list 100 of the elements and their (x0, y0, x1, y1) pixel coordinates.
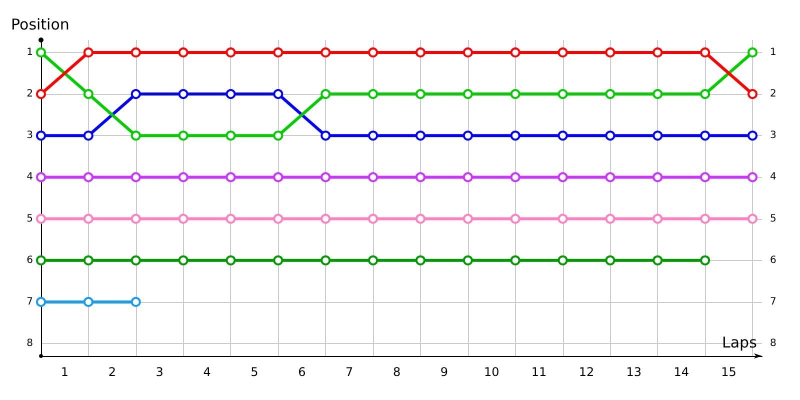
y2-tick-label: 1 (770, 46, 776, 58)
point (700, 214, 710, 224)
point (83, 172, 94, 182)
point (178, 172, 188, 182)
point (320, 47, 331, 58)
point (748, 47, 758, 58)
point (130, 255, 141, 266)
point (558, 130, 568, 141)
point (462, 214, 473, 224)
point (652, 255, 663, 266)
x-tick-label: 7 (346, 365, 354, 379)
point (510, 89, 520, 100)
point (558, 89, 568, 100)
point (36, 89, 46, 100)
point (273, 255, 284, 266)
point (320, 255, 331, 266)
point (178, 130, 188, 141)
x-tick-label: 11 (531, 365, 547, 379)
x-tick-label: 13 (626, 365, 642, 379)
point (83, 130, 94, 141)
point (748, 172, 758, 182)
y2-tick-label: 4 (770, 172, 776, 183)
point (130, 89, 141, 100)
x-tick-label: 4 (203, 365, 211, 379)
x-tick-label: 2 (108, 365, 116, 379)
point (700, 47, 710, 58)
y-axis-title: Position (11, 16, 70, 34)
y-tick-label: 8 (26, 338, 33, 350)
point (36, 172, 46, 182)
point (748, 89, 758, 100)
point (652, 47, 663, 58)
point (415, 130, 426, 141)
point (652, 172, 663, 182)
point (558, 255, 568, 266)
y2-tick-label: 5 (770, 213, 776, 224)
point (652, 89, 663, 100)
point (320, 89, 331, 100)
y-tick-label: 5 (26, 213, 33, 224)
point (558, 47, 568, 58)
y-tick-label: 2 (26, 88, 33, 100)
x-tick-label: 14 (674, 365, 689, 379)
point (605, 89, 616, 100)
y2-tick-label: 7 (770, 296, 776, 308)
point (605, 214, 616, 224)
y2-tick-label: 6 (770, 254, 776, 266)
point (226, 255, 236, 266)
point (510, 172, 520, 182)
point (178, 89, 188, 100)
point (748, 130, 758, 141)
point (700, 89, 710, 100)
x-axis-title: Laps (722, 334, 758, 352)
point (36, 214, 46, 224)
point (415, 89, 426, 100)
point (36, 47, 46, 58)
point (652, 130, 663, 141)
point (226, 47, 236, 58)
point (320, 172, 331, 182)
y-tick-label: 3 (26, 130, 33, 142)
point (415, 172, 426, 182)
point (83, 47, 94, 58)
point (748, 214, 758, 224)
point (415, 255, 426, 266)
x-tick-label: 10 (484, 365, 500, 379)
point (226, 89, 236, 100)
point (605, 130, 616, 141)
point (605, 255, 616, 266)
point (462, 255, 473, 266)
point (273, 172, 284, 182)
y2-tick-label: 3 (770, 130, 776, 142)
y-tick-label: 4 (26, 172, 33, 183)
y2-tick-label: 8 (770, 338, 776, 350)
x-tick-label: 3 (156, 365, 164, 379)
point (415, 214, 426, 224)
point (36, 130, 46, 141)
point (273, 47, 284, 58)
point (462, 89, 473, 100)
point (226, 214, 236, 224)
x-tick-label: 15 (721, 365, 736, 379)
point (462, 130, 473, 141)
point (558, 214, 568, 224)
x-tick-label: 9 (440, 365, 448, 379)
point (83, 296, 94, 307)
point (462, 172, 473, 182)
point (368, 172, 378, 182)
x-tick-label: 8 (392, 365, 401, 379)
point (320, 130, 331, 141)
point (700, 130, 710, 141)
point (273, 214, 284, 224)
point (320, 214, 331, 224)
point (130, 47, 141, 58)
x-tick-label: 1 (60, 365, 69, 379)
point (83, 89, 94, 100)
point (462, 47, 473, 58)
point (226, 130, 236, 141)
point (368, 255, 378, 266)
point (510, 255, 520, 266)
point (415, 47, 426, 58)
y-tick-label: 1 (26, 46, 33, 58)
point (368, 130, 378, 141)
point (83, 255, 94, 266)
